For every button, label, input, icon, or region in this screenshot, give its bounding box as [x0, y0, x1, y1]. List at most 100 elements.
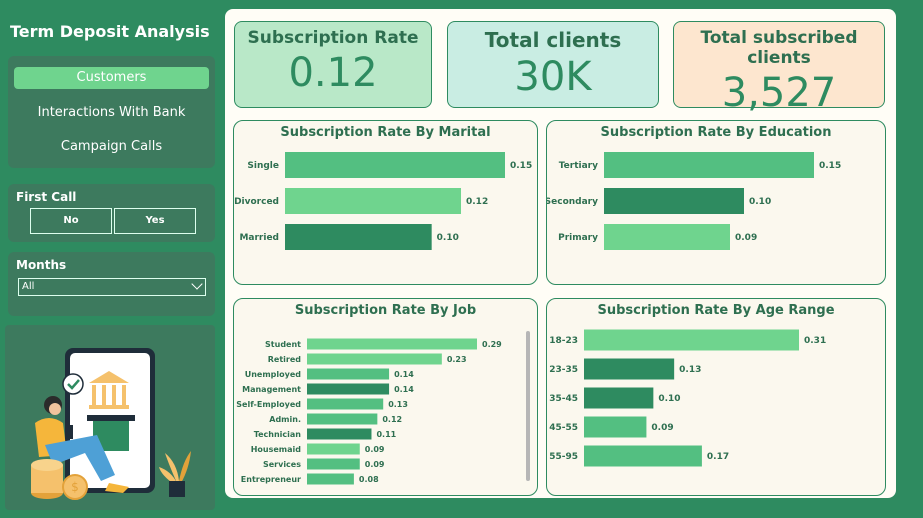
data-label: 0.12 — [382, 415, 402, 424]
coins-icon: $ — [31, 459, 88, 500]
data-label: 0.13 — [679, 365, 701, 375]
kpi-title: Subscription Rate — [247, 28, 419, 48]
months-label: Months — [16, 258, 67, 272]
data-label: 0.09 — [365, 460, 385, 469]
data-label: 0.10 — [437, 233, 459, 243]
first-call-label: First Call — [16, 190, 77, 204]
data-label: 0.15 — [819, 161, 841, 171]
category-label: Student — [265, 340, 301, 349]
bar[interactable] — [285, 188, 461, 214]
bar[interactable] — [285, 152, 505, 178]
first-call-no-button[interactable]: No — [30, 208, 112, 234]
category-label: 18-23 — [549, 336, 578, 346]
kpi-total-clients: Total clients 30K — [447, 21, 659, 108]
bar[interactable] — [307, 428, 372, 440]
bar[interactable] — [307, 383, 390, 395]
category-label: Tertiary — [559, 161, 598, 171]
bar[interactable] — [307, 413, 378, 425]
bar[interactable] — [307, 443, 360, 455]
dashboard-main: Subscription Rate 0.12 Total clients 30K… — [225, 9, 896, 498]
chart-age-range: Subscription Rate By Age Range 18-23 0.31… — [546, 298, 886, 496]
data-label: 0.12 — [466, 197, 488, 207]
category-label: Technician — [254, 430, 302, 439]
navigation-panel: Customers Interactions With Bank Campaig… — [8, 56, 215, 168]
category-label: Secondary — [547, 197, 598, 207]
first-call-filter: First Call No Yes — [8, 184, 215, 242]
chart-title: Subscription Rate By Education — [600, 125, 832, 140]
kpi-title: Total subscribed clients — [700, 28, 858, 68]
kpi-value: 30K — [514, 54, 592, 100]
category-label: Divorced — [234, 197, 279, 207]
category-label: Self-Employed — [236, 400, 301, 409]
category-label: Unemployed — [245, 370, 302, 379]
bar[interactable] — [604, 224, 730, 250]
category-label: 45-55 — [549, 423, 578, 433]
bar[interactable] — [584, 387, 654, 409]
svg-text:$: $ — [71, 480, 79, 494]
chart-title: Subscription Rate By Job — [294, 303, 477, 318]
data-label: 0.10 — [658, 394, 680, 404]
bar[interactable] — [604, 152, 814, 178]
category-label: Entrepreneur — [241, 475, 301, 484]
months-select-value: All — [22, 281, 35, 292]
category-label: 23-35 — [549, 365, 578, 375]
person-illustration — [35, 396, 129, 493]
kpi-value: 0.12 — [288, 50, 378, 96]
chart-title: Subscription Rate By Marital — [280, 125, 491, 140]
banking-illustration: $ — [5, 325, 215, 510]
data-label: 0.17 — [707, 452, 729, 462]
chart-education: Subscription Rate By Education Tertiary 0… — [546, 120, 886, 285]
nav-customers[interactable]: Customers — [14, 67, 209, 89]
bar[interactable] — [584, 358, 675, 380]
bar[interactable] — [307, 368, 390, 380]
data-label: 0.10 — [749, 197, 771, 207]
plant-icon — [159, 451, 191, 497]
bar[interactable] — [285, 224, 432, 250]
data-label: 0.14 — [394, 370, 414, 379]
data-label: 0.13 — [388, 400, 408, 409]
category-label: Retired — [268, 355, 302, 364]
sidebar-title: Term Deposit Analysis — [10, 22, 210, 41]
kpi-subscription-rate: Subscription Rate 0.12 — [234, 21, 432, 108]
checkmark-icon — [62, 373, 84, 395]
category-label: 55-95 — [549, 452, 578, 462]
category-label: Admin. — [269, 415, 301, 424]
nav-interactions-with-bank[interactable]: Interactions With Bank — [37, 105, 186, 120]
bar[interactable] — [584, 445, 702, 467]
data-label: 0.31 — [804, 336, 826, 346]
bar[interactable] — [584, 329, 799, 351]
data-label: 0.29 — [482, 340, 502, 349]
data-label: 0.15 — [510, 161, 532, 171]
scrollbar[interactable] — [526, 331, 530, 481]
data-label: 0.14 — [394, 385, 414, 394]
category-label: Management — [242, 385, 301, 394]
chart-job: Subscription Rate By Job Student 0.29 Reti… — [233, 298, 538, 496]
data-label: 0.09 — [365, 445, 385, 454]
category-label: Services — [263, 460, 301, 469]
data-label: 0.09 — [651, 423, 673, 433]
bar[interactable] — [307, 473, 354, 485]
data-label: 0.09 — [735, 233, 757, 243]
category-label: Housemaid — [251, 445, 302, 454]
bar[interactable] — [307, 353, 442, 365]
bar[interactable] — [604, 188, 744, 214]
bar[interactable] — [307, 338, 477, 350]
data-label: 0.23 — [447, 355, 467, 364]
data-label: 0.08 — [359, 475, 379, 484]
bank-icon — [89, 371, 129, 409]
bar[interactable] — [584, 416, 647, 438]
bar[interactable] — [307, 458, 360, 470]
category-label: Married — [239, 233, 279, 243]
nav-campaign-calls[interactable]: Campaign Calls — [60, 139, 163, 154]
chart-title: Subscription Rate By Age Range — [597, 303, 835, 318]
bar[interactable] — [307, 398, 384, 410]
chevron-down-icon — [191, 278, 203, 290]
months-filter: Months All — [8, 252, 215, 316]
first-call-yes-button[interactable]: Yes — [114, 208, 196, 234]
months-select[interactable]: All — [18, 278, 206, 296]
category-label: Primary — [558, 233, 598, 243]
category-label: Single — [247, 161, 279, 171]
kpi-value: 3,527 — [721, 70, 837, 116]
kpi-total-subscribed-clients: Total subscribed clients 3,527 — [673, 21, 885, 116]
data-label: 0.11 — [376, 430, 396, 439]
